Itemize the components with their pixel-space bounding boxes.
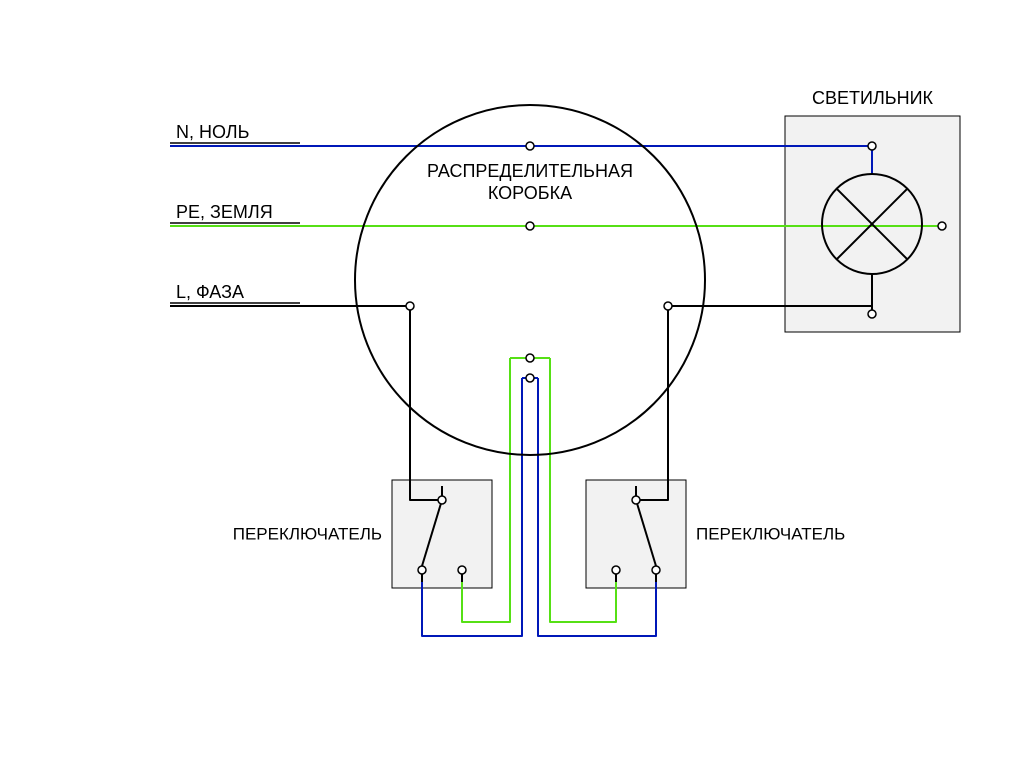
label-earth: PE, ЗЕМЛЯ bbox=[176, 202, 273, 222]
wire-phase-out bbox=[636, 306, 872, 500]
label-switch-left: ПЕРЕКЛЮЧАТЕЛЬ bbox=[233, 524, 382, 543]
wire-phase-in bbox=[170, 306, 442, 500]
label-switch-right: ПЕРЕКЛЮЧАТЕЛЬ bbox=[696, 524, 845, 543]
label-junction-box-1: РАСПРЕДЕЛИТЕЛЬНАЯ bbox=[427, 161, 633, 181]
label-line: L, ФАЗА bbox=[176, 282, 244, 302]
label-neutral: N, НОЛЬ bbox=[176, 122, 249, 142]
boxes-layer bbox=[392, 116, 960, 588]
label-lamp: СВЕТИЛЬНИК bbox=[812, 88, 934, 108]
wiring-diagram: N, НОЛЬ PE, ЗЕМЛЯ L, ФАЗА РАСПРЕДЕЛИТЕЛЬНАЯ… bbox=[0, 0, 1024, 768]
label-junction-box-2: КОРОБКА bbox=[488, 183, 572, 203]
junction-box-circle bbox=[355, 105, 705, 455]
